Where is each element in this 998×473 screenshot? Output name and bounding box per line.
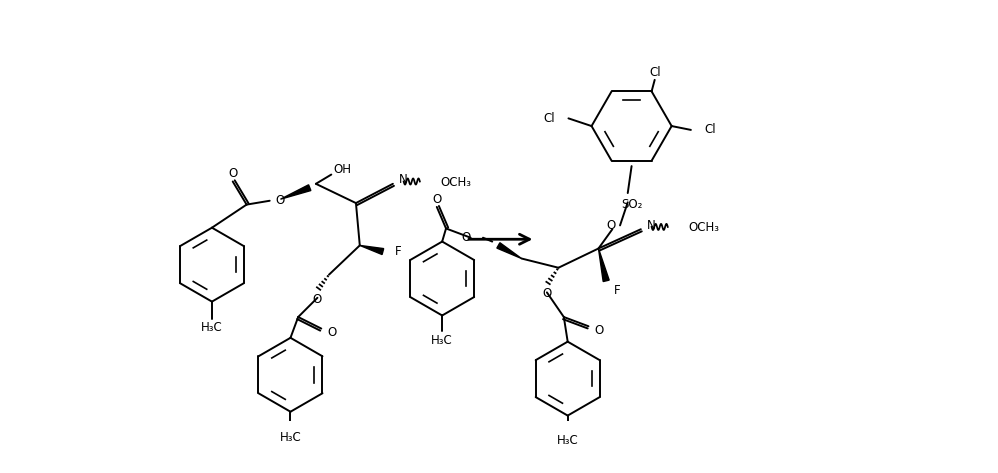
Text: OH: OH	[334, 164, 352, 176]
Polygon shape	[280, 185, 310, 199]
Text: O: O	[595, 324, 604, 337]
Text: O: O	[327, 326, 336, 339]
Text: SO₂: SO₂	[621, 198, 643, 211]
Text: H₃C: H₃C	[557, 434, 579, 447]
Text: O: O	[606, 219, 616, 232]
Text: O: O	[229, 167, 238, 180]
Text: OCH₃: OCH₃	[689, 221, 720, 234]
Text: O: O	[461, 231, 471, 244]
Text: F: F	[614, 284, 621, 298]
Text: N: N	[399, 174, 408, 186]
Text: H₃C: H₃C	[431, 333, 453, 347]
Polygon shape	[360, 245, 383, 254]
Text: Cl: Cl	[705, 123, 717, 136]
Text: O: O	[432, 193, 441, 206]
Text: H₃C: H₃C	[201, 321, 223, 334]
Text: F: F	[395, 245, 402, 258]
Text: OCH₃: OCH₃	[441, 176, 472, 189]
Text: N: N	[647, 219, 656, 232]
Polygon shape	[497, 243, 522, 259]
Text: O: O	[275, 194, 285, 207]
Text: Cl: Cl	[649, 66, 661, 79]
Text: O: O	[312, 293, 322, 306]
Polygon shape	[599, 248, 609, 281]
Text: Cl: Cl	[543, 112, 555, 125]
Text: O: O	[542, 288, 552, 300]
Text: H₃C: H₃C	[279, 431, 301, 445]
